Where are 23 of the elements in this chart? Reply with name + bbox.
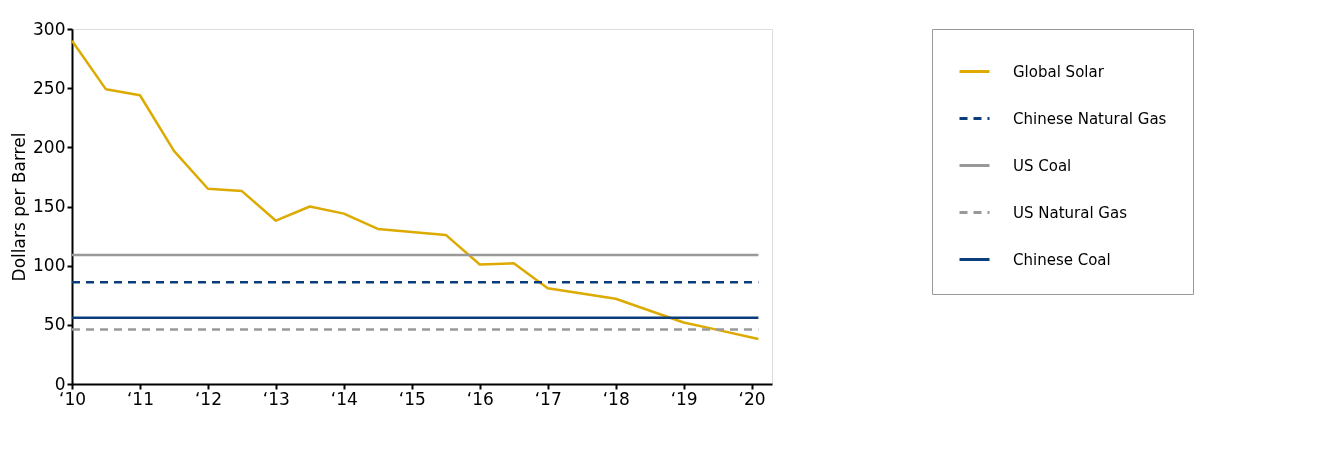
legend-label: Global Solar	[1013, 62, 1105, 81]
y-tick-label: 100	[33, 255, 66, 276]
x-tick-label: ‘14	[330, 388, 358, 409]
x-tick-label: ‘19	[670, 388, 698, 409]
legend-label: Chinese Coal	[1013, 250, 1111, 269]
y-tick-label: 150	[33, 196, 66, 216]
x-tick-label: ‘16	[466, 388, 494, 409]
x-tick-label: ‘13	[262, 388, 290, 409]
y-tick-label: 200	[33, 136, 66, 157]
x-tick-label: ‘12	[194, 388, 222, 409]
y-axis-title: Dollars per Barrel	[9, 132, 30, 282]
x-tick-label: ‘17	[534, 388, 562, 409]
y-tick-label: 300	[33, 18, 66, 39]
legend-label: Chinese Natural Gas	[1013, 109, 1167, 128]
y-tick-label: 250	[33, 77, 66, 98]
x-tick-label: ‘18	[602, 388, 630, 409]
line-series	[70, 39, 760, 341]
y-tick-label: 50	[43, 314, 66, 335]
x-tick-label: ‘20	[738, 388, 766, 409]
x-tick-label: ‘15	[398, 388, 426, 409]
legend-label: US Natural Gas	[1013, 203, 1128, 222]
legend-label: US Coal	[1013, 156, 1072, 175]
x-tick-label: ‘11	[126, 388, 154, 409]
